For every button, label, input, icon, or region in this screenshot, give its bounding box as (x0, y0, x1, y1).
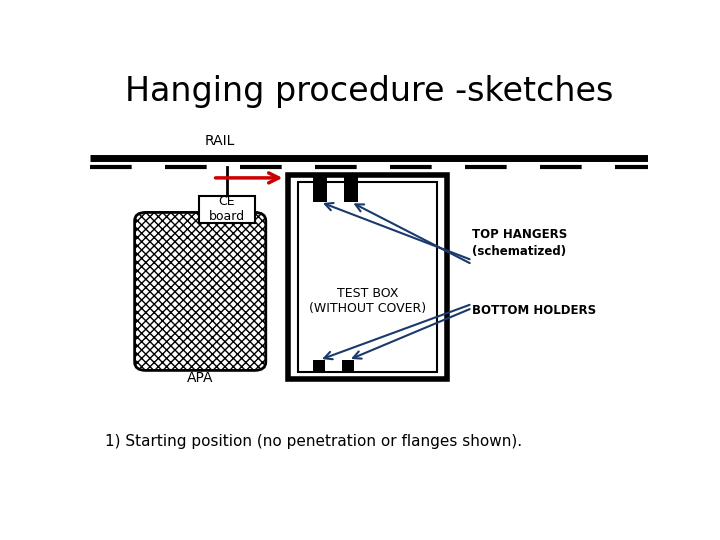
Text: Hanging procedure -sketches: Hanging procedure -sketches (125, 75, 613, 109)
Text: APA: APA (187, 371, 213, 385)
Text: TOP HANGERS
(schematized): TOP HANGERS (schematized) (472, 228, 567, 258)
Text: TEST BOX
(WITHOUT COVER): TEST BOX (WITHOUT COVER) (309, 287, 426, 315)
Bar (297, 183, 437, 372)
Bar (313, 177, 327, 202)
Text: BOTTOM HOLDERS: BOTTOM HOLDERS (472, 304, 596, 317)
Bar (313, 360, 325, 372)
Text: RAIL: RAIL (204, 134, 235, 148)
Bar (344, 177, 358, 202)
Bar (199, 196, 255, 223)
Bar (342, 360, 354, 372)
Text: 1) Starting position (no penetration or flanges shown).: 1) Starting position (no penetration or … (104, 434, 522, 449)
Bar (288, 175, 447, 379)
Text: CE
board: CE board (209, 195, 245, 224)
FancyBboxPatch shape (135, 212, 266, 370)
